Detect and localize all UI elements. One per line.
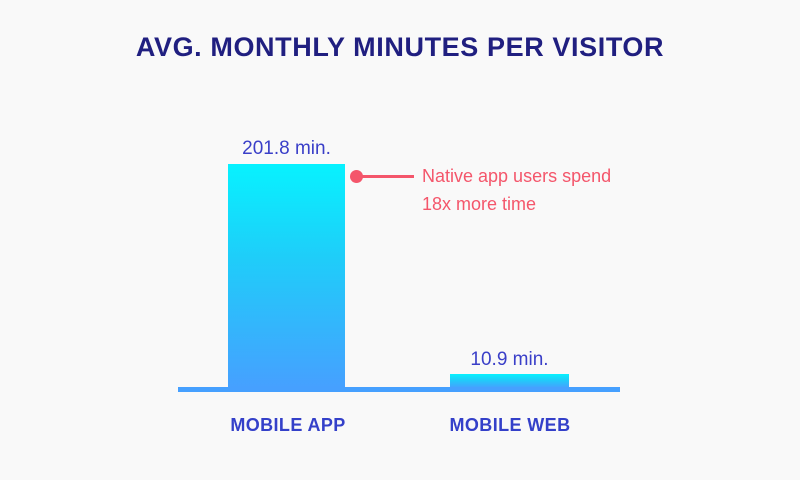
annotation-text-line-2: 18x more time xyxy=(422,194,537,214)
chart-title: AVG. MONTHLY MINUTES PER VISITOR xyxy=(135,32,665,62)
annotation-text: Native app users spend 18x more time xyxy=(422,162,682,218)
bar-mobile-web xyxy=(450,374,569,388)
annotation-callout: Native app users spend 18x more time xyxy=(350,162,680,222)
annotation-dot-icon xyxy=(350,170,363,183)
annotation-text-line-1: Native app users spend xyxy=(422,166,612,186)
annotation-leader-line xyxy=(362,175,414,178)
value-label-mobile-app: 201.8 min. xyxy=(242,138,331,159)
category-label-mobile-app: MOBILE APP xyxy=(230,415,346,435)
bar-mobile-app xyxy=(228,164,345,388)
x-axis-line xyxy=(178,387,620,392)
value-label-mobile-web: 10.9 min. xyxy=(470,349,549,370)
category-label-mobile-web: MOBILE WEB xyxy=(449,415,571,435)
